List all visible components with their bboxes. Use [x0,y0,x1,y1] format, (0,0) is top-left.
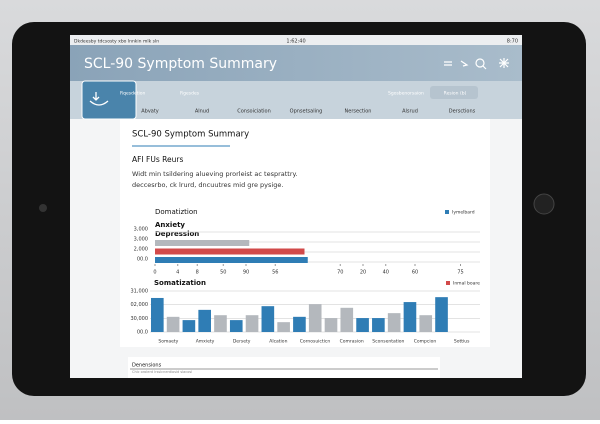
x-tick-label: Cornosuicticn [300,339,331,345]
bar [435,297,448,332]
x-tick-label: 4 [176,270,179,276]
y-tick-label: 31,000 [131,289,149,295]
bar [151,297,164,332]
nav-item[interactable]: Sgosbenorsaion [388,91,424,97]
home-button[interactable] [533,193,555,215]
table-header: Denensions [132,363,162,369]
x-tick-label: 70 [337,270,343,276]
bar [372,318,385,332]
x-tick-label: Alcation [269,339,287,345]
bar [293,316,306,332]
x-tick-label: Sottius [454,339,470,345]
x-tick-label: 60 [412,270,418,276]
bar [356,318,369,332]
bar [261,306,275,332]
nav-item[interactable]: Rqesdetion [120,91,145,97]
app-title: SCL-90 Symptom Summary [84,56,277,72]
bar [155,240,250,246]
bar [277,322,290,332]
x-tick-label: 75 [457,270,463,276]
row-label: 00.0 [137,257,148,263]
card-line: Widt min tsildering alueving prorleist a… [132,170,298,178]
bar [340,307,354,332]
x-tick-label: 20 [360,270,366,276]
legend-label: Iymelbard [452,210,475,216]
status-time: 1:62:40 [286,39,305,45]
app-header [70,45,522,81]
tab[interactable]: Alnud [195,109,209,115]
category-label: Depression [155,230,199,238]
table [128,357,440,378]
chart-title: Somatization [154,279,206,287]
chart-title: Domatiztion [155,208,198,216]
bar [155,257,308,263]
x-tick-label: Dersety [233,339,251,345]
status-left: Dkdeesby tdcsosty xbo lnnkin mlk sln [74,39,159,45]
logo[interactable] [81,80,137,120]
camera [39,204,47,212]
tab[interactable]: Dersctions [449,109,476,115]
x-tick-label: Compcion [414,339,437,345]
row-label: 3,000 [134,227,148,233]
bar [245,315,259,332]
legend-swatch [446,281,450,285]
bar [166,316,180,332]
bar [155,248,305,255]
tab[interactable]: Nersection [345,109,372,115]
x-tick-label: Amxiety [196,339,215,345]
x-tick-label: 8 [196,270,199,276]
x-tick-label: Somaety [158,339,178,345]
bar [182,320,196,332]
nav-item[interactable]: Resion (b) [444,91,467,97]
bar [419,315,433,332]
tab[interactable]: Opnsetsaling [290,109,323,115]
bar [403,302,417,332]
tab[interactable]: Abvaty [141,109,159,115]
table-row: Chlc orolerd lrsslcnerdiosid slacosl [132,370,192,374]
legend-label: Inmal boare [453,281,480,287]
y-tick-label: 30,000 [131,316,149,322]
card-line: deccesrbo, ck lrurd, dncuutres mid gre p… [132,181,283,189]
card-title: SCL-90 Symptom Summary [132,130,249,140]
x-tick-label: 90 [243,270,249,276]
x-tick-label: 40 [383,270,389,276]
legend-swatch [445,210,449,214]
card [120,119,490,347]
logo-icon [89,92,109,106]
nav-button[interactable] [430,86,478,99]
bar [387,313,401,332]
status-right: 8:70 [507,39,518,45]
bar [229,320,243,332]
x-tick-label: Comrasion [340,339,364,345]
x-tick-label: Sconsentation [372,339,404,345]
x-tick-label: 50 [220,270,226,276]
status-bar [70,35,522,45]
bar [324,318,338,332]
y-tick-label: 00.0 [137,330,148,336]
row-label: 3,000 [134,237,148,243]
tab[interactable]: Alsrud [402,109,418,115]
x-tick-label: 0 [153,270,156,276]
bar [198,309,211,332]
card-heading: AFI FUs Reurs [132,155,183,164]
tab[interactable]: Consoiciation [237,109,271,115]
bar [308,304,322,332]
x-tick-label: 56 [272,270,278,276]
row-label: 2,000 [134,247,148,253]
bar [214,315,227,332]
header-icons[interactable] [444,58,509,70]
nav-item[interactable]: Rgesdes [180,91,200,97]
y-tick-label: 02,000 [131,302,149,308]
category-label: Anxiety [155,221,185,229]
